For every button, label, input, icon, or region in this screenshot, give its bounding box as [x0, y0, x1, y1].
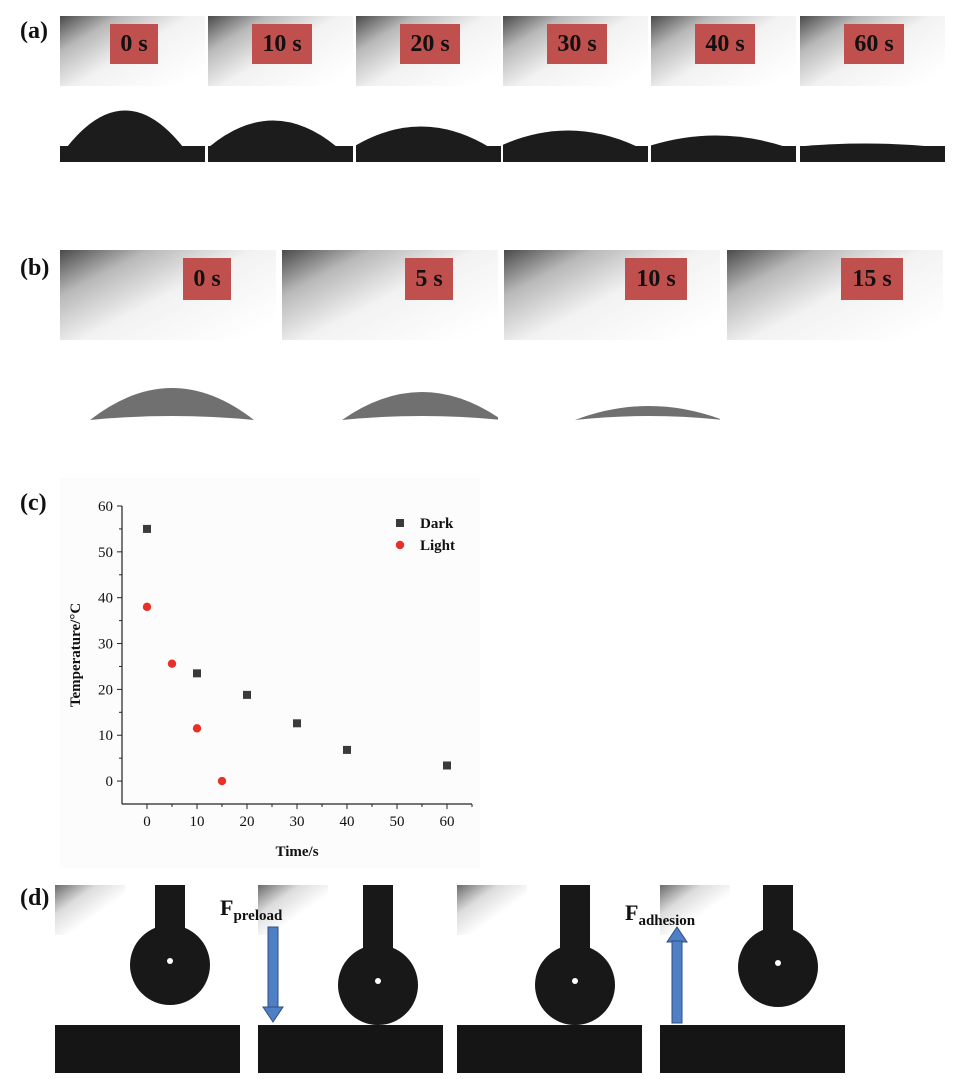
legend-label: Light — [420, 538, 455, 554]
preload-arrow-down-icon — [262, 926, 284, 1023]
legend-marker-light — [395, 540, 405, 550]
time-label-a: 0 s — [110, 24, 158, 64]
f-preload-main: F — [220, 895, 234, 920]
adhesion-frame-d — [258, 885, 443, 1073]
time-label-b: 0 s — [183, 258, 231, 300]
adhesion-frame-d — [660, 885, 845, 1073]
droplet-frame-b — [504, 250, 720, 425]
droplet-frame-b — [727, 250, 943, 425]
f-preload-label: Fpreload — [220, 895, 282, 925]
legend-label: Dark — [420, 516, 454, 532]
x-tick-label: 20 — [240, 814, 255, 830]
y-tick-label: 50 — [98, 545, 113, 561]
droplet-frame-b — [60, 250, 276, 425]
time-label-b: 15 s — [841, 258, 903, 300]
panel-label-a: (a) — [20, 18, 48, 44]
chart-background — [60, 478, 480, 868]
time-label-b: 10 s — [625, 258, 687, 300]
x-tick-label: 10 — [190, 814, 205, 830]
y-tick-label: 0 — [106, 774, 114, 790]
panel-label-d: (d) — [20, 885, 50, 911]
adhesion-frame-d — [457, 885, 642, 1073]
time-label-a: 30 s — [547, 24, 607, 64]
x-axis-title: Time/s — [275, 844, 318, 860]
f-adhesion-main: F — [625, 900, 639, 925]
y-tick-label: 30 — [98, 637, 113, 653]
adhesion-frame-d — [55, 885, 240, 1073]
data-point-light — [142, 602, 152, 612]
panel-label-b: (b) — [20, 255, 50, 281]
y-tick-label: 10 — [98, 728, 113, 744]
data-point-dark — [343, 745, 351, 754]
x-tick-label: 60 — [440, 814, 455, 830]
time-label-a: 20 s — [400, 24, 460, 64]
temperature-chart: 0 10 20 30 40 50 60 0 10 20 30 40 50 60 Time/s Temperat… — [60, 478, 480, 868]
data-point-light — [167, 659, 177, 668]
data-point-dark — [143, 524, 151, 533]
x-tick-label: 40 — [340, 814, 355, 830]
data-point-dark — [193, 669, 201, 678]
adhesion-arrow-up-icon — [666, 926, 688, 1024]
y-tick-label: 40 — [98, 591, 113, 607]
f-adhesion-sub: adhesion — [638, 913, 696, 929]
time-label-a: 10 s — [252, 24, 312, 64]
droplet-frame-a — [651, 16, 796, 162]
data-point-dark — [293, 719, 301, 728]
x-tick-label: 50 — [390, 814, 405, 830]
f-adhesion-label: Fadhesion — [625, 900, 695, 930]
y-axis-title: Temperature/°C — [68, 603, 84, 707]
legend-marker-dark — [396, 519, 404, 527]
data-point-light — [217, 776, 227, 786]
data-point-dark — [443, 761, 451, 770]
f-preload-sub: preload — [233, 908, 283, 924]
time-label-a: 60 s — [844, 24, 904, 64]
data-point-light — [192, 724, 202, 733]
data-point-dark — [243, 690, 251, 699]
droplet-frame-b — [282, 250, 498, 425]
time-label-b: 5 s — [405, 258, 453, 300]
x-tick-label: 30 — [290, 814, 305, 830]
panel-label-c: (c) — [20, 490, 47, 516]
x-tick-label: 0 — [143, 814, 151, 830]
y-tick-label: 60 — [98, 499, 113, 515]
y-tick-label: 20 — [98, 682, 113, 698]
time-label-a: 40 s — [695, 24, 755, 64]
